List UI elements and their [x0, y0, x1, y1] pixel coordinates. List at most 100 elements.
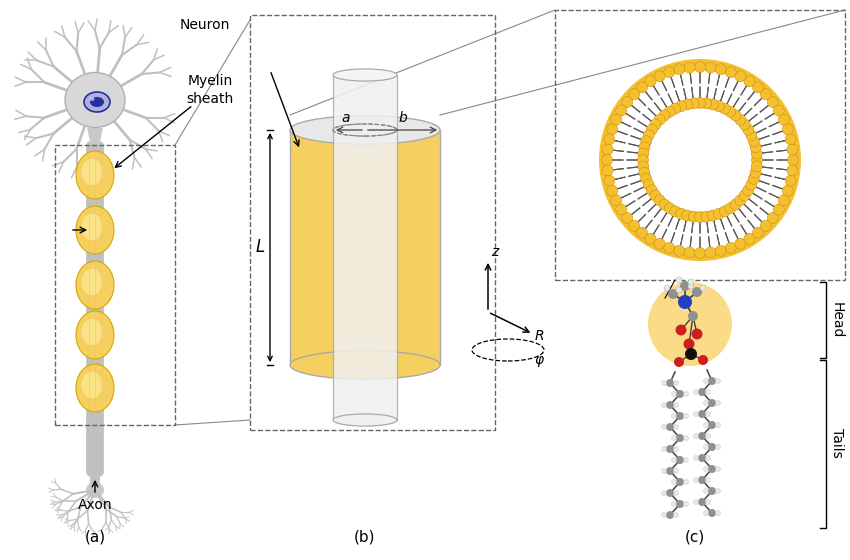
Circle shape	[785, 134, 796, 145]
Circle shape	[782, 185, 793, 196]
Circle shape	[674, 357, 684, 367]
Circle shape	[666, 489, 674, 497]
Circle shape	[694, 62, 705, 72]
Circle shape	[787, 144, 798, 155]
Circle shape	[715, 64, 726, 75]
Circle shape	[676, 434, 684, 442]
Circle shape	[659, 110, 670, 121]
Circle shape	[708, 421, 716, 429]
Circle shape	[637, 82, 648, 93]
Circle shape	[654, 239, 666, 249]
Circle shape	[708, 443, 716, 451]
Circle shape	[666, 401, 674, 409]
Circle shape	[682, 210, 693, 221]
Circle shape	[787, 165, 798, 176]
Circle shape	[672, 502, 677, 506]
Ellipse shape	[86, 482, 104, 498]
Circle shape	[698, 355, 708, 365]
Ellipse shape	[76, 261, 114, 309]
Circle shape	[751, 155, 762, 166]
Circle shape	[650, 190, 661, 201]
Circle shape	[680, 281, 690, 291]
Circle shape	[673, 469, 678, 474]
Circle shape	[659, 199, 670, 210]
Circle shape	[707, 210, 718, 221]
Text: (a): (a)	[84, 530, 105, 545]
Circle shape	[688, 283, 694, 289]
Circle shape	[664, 285, 670, 291]
Text: L: L	[255, 239, 264, 256]
Circle shape	[734, 195, 745, 206]
Circle shape	[704, 511, 709, 516]
Ellipse shape	[76, 311, 114, 359]
Circle shape	[672, 436, 677, 441]
Circle shape	[744, 76, 755, 87]
Circle shape	[654, 71, 666, 82]
Circle shape	[666, 423, 674, 431]
Circle shape	[748, 136, 759, 147]
Circle shape	[704, 466, 709, 472]
Bar	[250, 15, 495, 430]
Circle shape	[648, 282, 732, 366]
Circle shape	[692, 287, 702, 297]
Circle shape	[706, 390, 711, 394]
Circle shape	[676, 101, 687, 111]
Text: Head: Head	[830, 302, 844, 338]
Text: Myelin
sheath: Myelin sheath	[186, 74, 234, 106]
Circle shape	[638, 161, 649, 172]
Circle shape	[639, 142, 650, 153]
Circle shape	[774, 105, 785, 116]
Circle shape	[782, 124, 793, 135]
Circle shape	[607, 185, 618, 196]
Circle shape	[708, 487, 716, 495]
Circle shape	[708, 377, 716, 385]
Ellipse shape	[82, 214, 103, 240]
Circle shape	[694, 433, 699, 438]
Ellipse shape	[76, 206, 114, 254]
Circle shape	[716, 488, 721, 493]
Circle shape	[661, 446, 666, 451]
Circle shape	[672, 479, 677, 484]
Circle shape	[698, 432, 706, 440]
Circle shape	[645, 234, 656, 244]
Ellipse shape	[290, 351, 440, 379]
Circle shape	[676, 324, 687, 335]
Circle shape	[704, 445, 709, 450]
Circle shape	[668, 289, 678, 299]
Circle shape	[622, 96, 632, 108]
Text: (c): (c)	[685, 530, 706, 545]
Text: R: R	[535, 329, 545, 343]
Circle shape	[682, 99, 693, 110]
Circle shape	[706, 433, 711, 438]
Circle shape	[661, 380, 666, 385]
Circle shape	[676, 500, 684, 508]
Circle shape	[768, 96, 779, 108]
Circle shape	[676, 287, 682, 293]
Circle shape	[694, 455, 699, 460]
Circle shape	[708, 399, 716, 407]
Circle shape	[730, 110, 741, 121]
Circle shape	[676, 478, 684, 486]
Circle shape	[683, 436, 689, 441]
Text: φ: φ	[534, 353, 543, 367]
Circle shape	[735, 71, 745, 82]
Circle shape	[666, 379, 674, 387]
Circle shape	[704, 379, 709, 384]
Circle shape	[685, 348, 697, 360]
Ellipse shape	[89, 97, 94, 101]
Circle shape	[666, 445, 674, 453]
Circle shape	[664, 242, 675, 253]
Circle shape	[701, 211, 712, 222]
Ellipse shape	[84, 92, 110, 112]
Circle shape	[745, 179, 756, 190]
Circle shape	[670, 103, 681, 114]
Circle shape	[688, 211, 699, 222]
Circle shape	[707, 99, 718, 110]
Circle shape	[698, 476, 706, 484]
Text: b: b	[398, 111, 407, 125]
Circle shape	[719, 206, 730, 217]
Circle shape	[706, 500, 711, 505]
Circle shape	[645, 76, 656, 87]
Ellipse shape	[333, 69, 397, 81]
Circle shape	[745, 130, 756, 141]
